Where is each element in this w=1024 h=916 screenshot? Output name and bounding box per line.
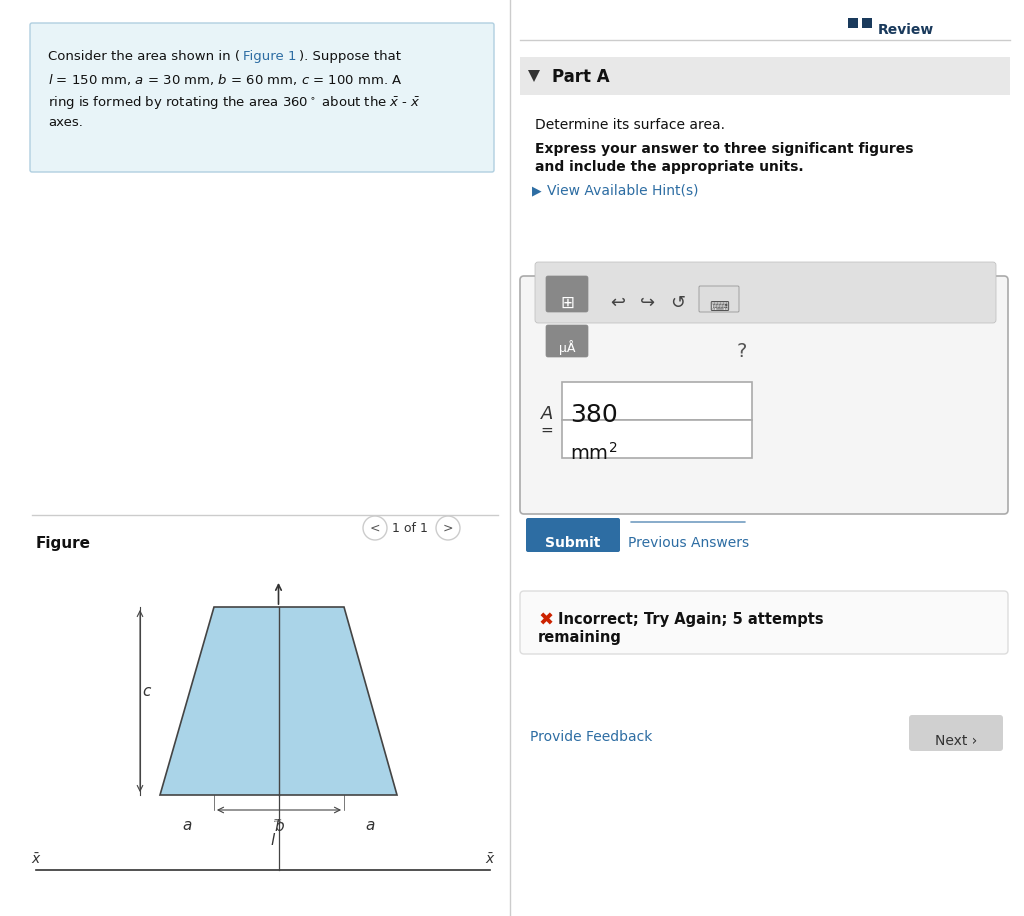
Bar (848, 18, 858, 28)
Text: ↺: ↺ (671, 294, 685, 312)
Text: Express your answer to three significant figures: Express your answer to three significant… (535, 142, 913, 156)
Text: 1 of 1: 1 of 1 (392, 521, 428, 535)
Text: View Available Hint(s): View Available Hint(s) (547, 184, 698, 198)
Text: Consider the area shown in (: Consider the area shown in ( (48, 50, 240, 63)
Text: ⌨: ⌨ (709, 300, 729, 314)
FancyBboxPatch shape (526, 518, 620, 552)
Text: Incorrect; Try Again; 5 attempts: Incorrect; Try Again; 5 attempts (558, 612, 823, 627)
FancyBboxPatch shape (699, 286, 739, 312)
Text: ⊞: ⊞ (560, 294, 573, 312)
Text: Provide Feedback: Provide Feedback (530, 730, 652, 744)
Text: $l$: $l$ (270, 832, 276, 848)
Text: ↩: ↩ (610, 294, 626, 312)
Text: axes.: axes. (48, 116, 83, 129)
Text: >: > (442, 521, 454, 535)
Text: $b$: $b$ (273, 818, 285, 834)
Text: =: = (540, 423, 553, 438)
Text: and include the appropriate units.: and include the appropriate units. (535, 160, 804, 174)
Text: ✖: ✖ (538, 612, 553, 630)
Text: $\bar{x}$: $\bar{x}$ (31, 852, 41, 867)
FancyBboxPatch shape (546, 276, 588, 312)
Text: Submit: Submit (546, 536, 601, 550)
FancyBboxPatch shape (520, 57, 1010, 95)
FancyBboxPatch shape (30, 23, 494, 172)
FancyBboxPatch shape (520, 276, 1008, 514)
Text: Determine its surface area.: Determine its surface area. (535, 118, 725, 132)
Text: Previous Answers: Previous Answers (628, 536, 750, 550)
Text: Next ›: Next › (935, 734, 977, 748)
Text: ?: ? (737, 342, 748, 361)
FancyBboxPatch shape (520, 591, 1008, 654)
Text: ↪: ↪ (640, 294, 655, 312)
FancyBboxPatch shape (546, 325, 588, 357)
Text: ring is formed by rotating the area 360$^\circ$ about the $\bar{x}$ - $\bar{x}$: ring is formed by rotating the area 360$… (48, 94, 421, 111)
FancyBboxPatch shape (535, 262, 996, 323)
Text: ). Suppose that: ). Suppose that (299, 50, 401, 63)
Text: $\bar{x}$: $\bar{x}$ (484, 852, 496, 867)
FancyBboxPatch shape (909, 715, 1002, 751)
Text: 380: 380 (570, 403, 617, 427)
Text: $a$: $a$ (366, 818, 376, 833)
Text: Figure 1: Figure 1 (243, 50, 297, 63)
Text: ▶: ▶ (532, 184, 542, 197)
Text: remaining: remaining (538, 630, 622, 645)
Polygon shape (528, 70, 540, 82)
Text: μÅ: μÅ (559, 340, 575, 355)
Text: mm$^2$: mm$^2$ (570, 442, 617, 463)
Text: Figure: Figure (36, 536, 91, 551)
Text: <: < (370, 521, 380, 535)
FancyBboxPatch shape (562, 382, 752, 420)
Text: $a$: $a$ (182, 818, 193, 833)
FancyBboxPatch shape (562, 420, 752, 458)
Text: Part A: Part A (552, 68, 609, 86)
Text: $l$ = 150 mm, $a$ = 30 mm, $b$ = 60 mm, $c$ = 100 mm. A: $l$ = 150 mm, $a$ = 30 mm, $b$ = 60 mm, … (48, 72, 402, 87)
Bar (862, 18, 872, 28)
Text: Review: Review (878, 23, 934, 37)
Text: $A$: $A$ (540, 405, 554, 423)
Text: $c$: $c$ (142, 683, 152, 699)
Polygon shape (160, 607, 397, 795)
Text: $\approx$: $\approx$ (270, 815, 283, 825)
